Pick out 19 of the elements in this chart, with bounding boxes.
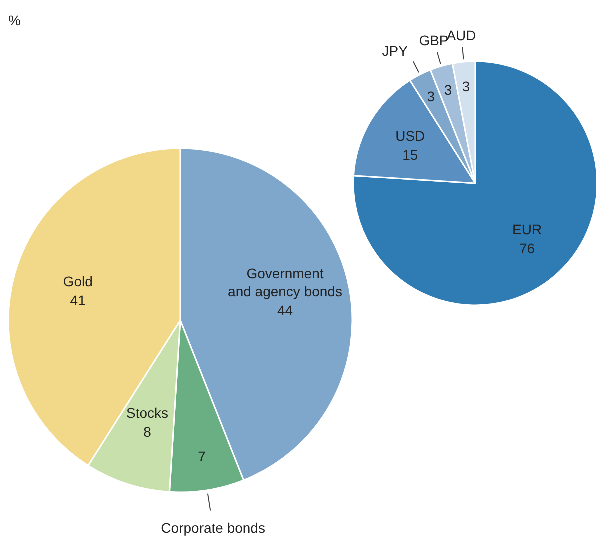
slice-label: Government and agency bonds [228,266,342,300]
data-label: 44 [277,302,294,319]
slice-label: Stocks [126,404,169,421]
data-label: 3 [427,88,436,105]
data-label: 41 [70,292,86,309]
slice-label: Corporate bonds [161,520,266,536]
data-label: 3 [444,82,452,98]
slice-label: JPY [382,42,409,59]
slice-label: Gold [63,274,93,290]
data-label: 76 [519,240,536,257]
text: % [8,12,21,28]
data-label: 7 [198,448,206,464]
slice-label: USD [396,128,426,144]
slice-label: AUD [446,27,476,44]
data-label: 8 [144,424,152,440]
data-label: 15 [402,146,418,163]
data-label: 3 [462,78,470,94]
slice-label: GBP [419,32,449,49]
slice-label: EUR [512,222,542,238]
